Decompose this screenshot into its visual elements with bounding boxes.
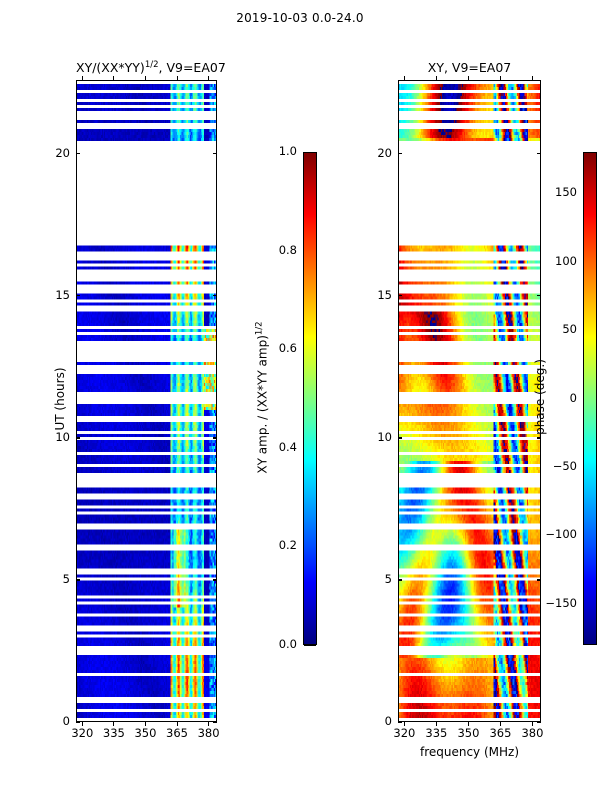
x-ticklabel-right-380: 380	[521, 726, 544, 740]
y-ticklabel-left-15: 15	[55, 287, 70, 302]
x-tick-top-left-320	[81, 76, 83, 80]
spec-right-canvas	[399, 81, 540, 721]
phase-colorbar-gradient	[584, 153, 596, 644]
amplitude-colorbar-label: XY amp. / (XX*YY amp)1/2	[255, 268, 270, 528]
y-ticklabel-left-20: 20	[55, 145, 70, 160]
amplitude-colorbar-gradient	[304, 153, 316, 644]
x-tick-bottom-left-335	[113, 722, 115, 726]
y-tick-right-left-0	[213, 721, 217, 723]
cbar-phase-ticklabel-150: 150	[555, 185, 577, 200]
cbar-phase-ticklabel-100: 100	[555, 253, 577, 268]
x-ticklabel-left-380: 380	[197, 726, 220, 740]
y-tick-right-left-15	[213, 295, 217, 297]
right-panel-title: XY, V9=EA07	[427, 60, 512, 75]
x-tick-top-right-380	[531, 76, 534, 80]
y-axis-label: UT (hours)	[53, 367, 67, 431]
y-ticklabel-left-0: 0	[62, 714, 70, 728]
y-tick-right-right-10	[537, 437, 541, 439]
x-tick-bottom-right-320	[403, 722, 405, 726]
y-tick-left-5	[76, 579, 80, 581]
y-tick-right-left-10	[213, 437, 217, 439]
spec-left-canvas	[77, 81, 216, 721]
cbar-amp-ticklabel-0.4: 0.4	[278, 439, 297, 454]
x-tick-top-right-335	[435, 76, 437, 80]
y-ticklabel-right-0: 0	[384, 714, 392, 728]
x-axis-label: frequency (MHz)	[419, 745, 520, 759]
x-tick-bottom-right-335	[435, 722, 437, 726]
cbar-phase-ticklabel-50: 50	[562, 322, 577, 337]
y-tick-right-left-5	[213, 579, 217, 581]
y-tick-right-20	[398, 153, 402, 155]
y-tick-left-10	[76, 437, 80, 439]
left-panel-title-main: XY/(XX*YY)	[76, 60, 145, 76]
x-ticklabel-left-335: 335	[102, 726, 125, 740]
y-tick-left-0	[76, 721, 80, 723]
y-tick-right-right-0	[537, 721, 541, 723]
phase-colorbar[interactable]	[583, 152, 597, 645]
cbar-amp-ticklabel-0.8: 0.8	[278, 242, 297, 257]
x-ticklabel-left-365: 365	[166, 726, 188, 740]
y-ticklabel-right-20: 20	[377, 145, 392, 160]
amplitude-colorbar-label-main: XY amp. / (XX*YY amp)	[255, 335, 270, 474]
y-tick-left-20	[76, 153, 80, 155]
left-panel-title: XY/(XX*YY)1/2, V9=EA07	[76, 60, 226, 76]
cbar-phase-ticklabel-−150: −150	[545, 595, 577, 610]
phase-colorbar-label: phase (deg.)	[533, 359, 547, 435]
x-ticklabel-right-350: 350	[457, 726, 480, 740]
x-tick-bottom-left-350	[144, 722, 147, 726]
x-ticklabel-right-365: 365	[489, 726, 512, 740]
figure-suptitle: 2019-10-03 0.0-24.0	[236, 11, 364, 25]
y-tick-right-right-5	[537, 579, 541, 581]
amplitude-spectrum-axes[interactable]	[76, 80, 217, 722]
x-tick-top-left-350	[144, 76, 147, 80]
x-tick-bottom-right-350	[467, 722, 470, 726]
phase-heatmap-image	[399, 81, 540, 721]
cbar-amp-tick-0	[304, 644, 316, 646]
x-tick-bottom-right-365	[499, 722, 502, 726]
x-tick-bottom-left-365	[176, 722, 178, 726]
x-tick-bottom-right-380	[531, 722, 534, 726]
x-tick-top-right-350	[467, 76, 470, 80]
cbar-phase-ticklabel-−50: −50	[552, 458, 577, 473]
y-ticklabel-right-5: 5	[384, 571, 392, 586]
amplitude-colorbar-label-exponent: 1/2	[254, 321, 265, 336]
x-tick-top-left-335	[113, 76, 115, 80]
y-ticklabel-right-10: 10	[377, 429, 392, 444]
cbar-phase-ticklabel-−100: −100	[545, 527, 577, 542]
x-ticklabel-left-320: 320	[71, 726, 94, 740]
x-tick-top-right-320	[403, 76, 405, 80]
amplitude-heatmap-image	[77, 81, 216, 721]
cbar-amp-ticklabel-0.6: 0.6	[278, 341, 297, 356]
y-tick-right-right-20	[537, 153, 541, 155]
x-ticklabel-left-350: 350	[134, 726, 157, 740]
y-tick-right-right-15	[537, 295, 541, 297]
x-tick-top-left-380	[208, 76, 210, 80]
y-tick-right-0	[398, 721, 402, 723]
x-tick-bottom-left-380	[208, 722, 210, 726]
left-panel-title-exponent: 1/2	[144, 60, 159, 70]
cbar-amp-ticklabel-0.2: 0.2	[278, 538, 297, 553]
y-tick-right-10	[398, 437, 402, 439]
y-ticklabel-right-15: 15	[377, 287, 392, 302]
y-tick-right-15	[398, 295, 402, 297]
y-tick-right-left-20	[213, 153, 217, 155]
x-ticklabel-right-335: 335	[425, 726, 448, 740]
x-ticklabel-right-320: 320	[393, 726, 416, 740]
cbar-amp-ticklabel-1.0: 1.0	[278, 144, 297, 158]
amplitude-colorbar[interactable]	[303, 152, 317, 645]
left-panel-title-tail: , V9=EA07	[158, 60, 226, 76]
x-tick-bottom-left-320	[81, 722, 83, 726]
y-ticklabel-left-10: 10	[55, 429, 70, 444]
y-ticklabel-left-5: 5	[62, 571, 70, 586]
x-tick-top-right-365	[499, 76, 502, 80]
y-tick-right-5	[398, 579, 402, 581]
x-tick-top-left-365	[176, 76, 178, 80]
cbar-amp-ticklabel-0.0: 0.0	[278, 637, 297, 651]
cbar-phase-ticklabel-0: 0	[569, 390, 577, 405]
phase-spectrum-axes[interactable]	[398, 80, 541, 722]
y-tick-left-15	[76, 295, 80, 297]
